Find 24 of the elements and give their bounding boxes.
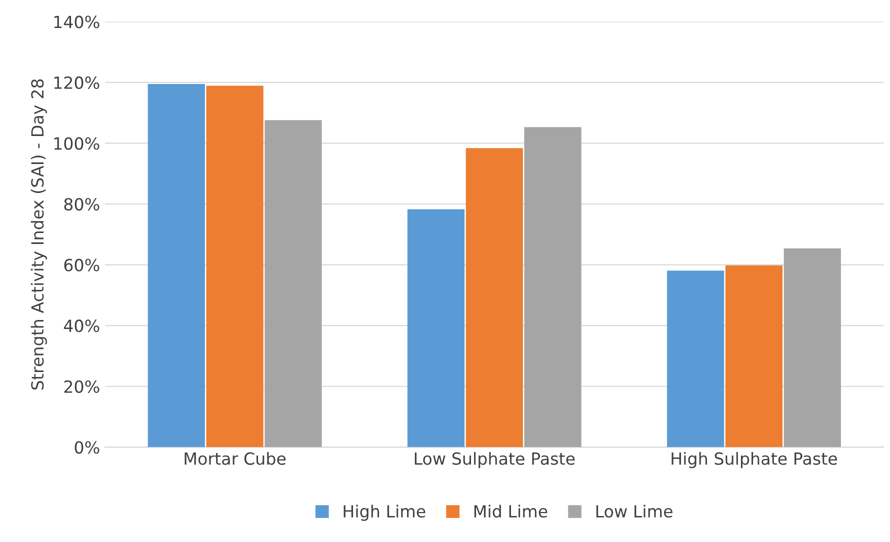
- bar: [524, 127, 582, 448]
- x-tick-label: Low Sulphate Paste: [414, 452, 575, 468]
- x-tick-label: High Sulphate Paste: [672, 452, 837, 468]
- y-tick-label: 100%: [54, 137, 100, 150]
- y-tick-label: 140%: [54, 16, 100, 28]
- y-tick-label: 120%: [54, 76, 100, 90]
- y-tick-label: 0%: [74, 441, 100, 454]
- bar: [784, 248, 841, 448]
- y-tick-label: 80%: [64, 198, 100, 211]
- bar: [206, 86, 264, 448]
- y-axis-title: Strength Activity Index (SAI) - Day 28: [30, 79, 47, 390]
- legend-label: High Lime: [344, 504, 426, 521]
- bar: [407, 209, 465, 448]
- x-tick-label: Mortar Cube: [184, 452, 286, 465]
- y-tick-label: 40%: [64, 320, 100, 332]
- bar: [725, 265, 783, 448]
- y-tick-label: 60%: [64, 258, 100, 272]
- legend-label: Low Lime: [596, 504, 672, 518]
- bar: [667, 270, 724, 448]
- bar: [466, 148, 523, 448]
- bar: [148, 84, 205, 448]
- bar: [264, 120, 322, 448]
- y-tick-label: 20%: [64, 380, 100, 393]
- legend-label: Mid Lime: [474, 504, 548, 518]
